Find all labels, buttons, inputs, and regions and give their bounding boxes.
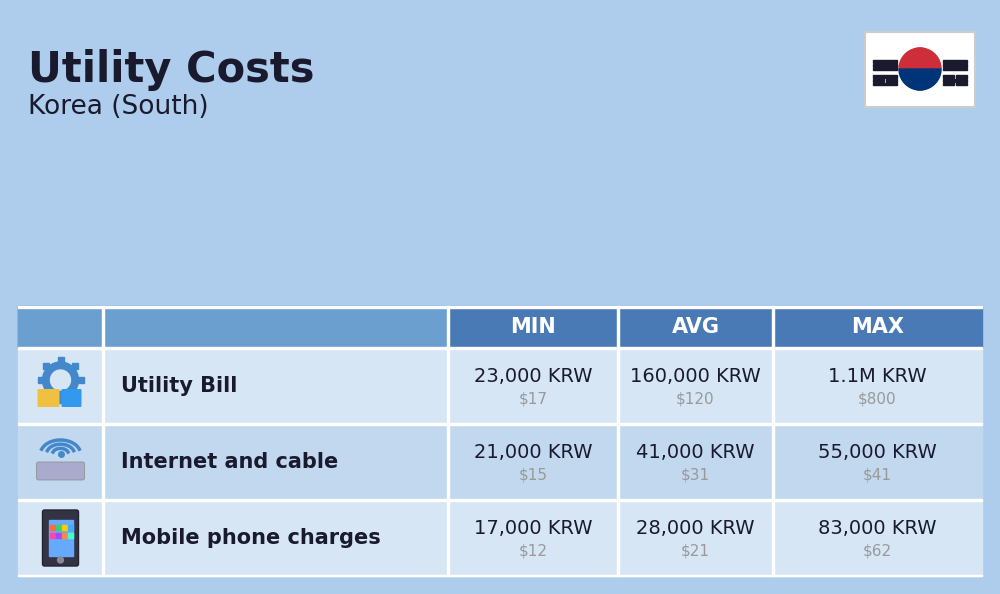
Bar — [78, 377, 84, 383]
FancyBboxPatch shape — [62, 389, 82, 407]
Bar — [48, 520, 72, 556]
Bar — [18, 424, 982, 425]
Text: 41,000 KRW: 41,000 KRW — [636, 443, 755, 462]
Bar — [873, 60, 897, 63]
Bar — [956, 75, 967, 78]
Bar — [18, 346, 982, 348]
Bar — [956, 83, 967, 85]
Bar — [18, 347, 982, 349]
Polygon shape — [910, 80, 930, 90]
Text: Internet and cable: Internet and cable — [121, 452, 338, 472]
Bar — [873, 68, 897, 70]
Bar — [447, 348, 449, 424]
Polygon shape — [910, 48, 930, 58]
Bar — [18, 306, 448, 348]
Circle shape — [42, 362, 78, 398]
Text: $21: $21 — [681, 544, 710, 558]
Bar — [56, 525, 60, 530]
Bar — [772, 424, 774, 500]
Bar — [873, 75, 897, 78]
Bar — [447, 424, 449, 500]
FancyBboxPatch shape — [38, 389, 60, 407]
Bar — [447, 500, 449, 576]
Bar — [18, 424, 982, 500]
Bar — [943, 68, 967, 70]
Text: Korea (South): Korea (South) — [28, 94, 209, 120]
Bar — [72, 391, 78, 397]
Bar — [617, 424, 619, 500]
Text: $31: $31 — [681, 467, 710, 482]
Bar — [772, 306, 774, 348]
Text: Utility Costs: Utility Costs — [28, 49, 314, 91]
Text: 55,000 KRW: 55,000 KRW — [818, 443, 937, 462]
Text: $41: $41 — [863, 467, 892, 482]
Bar — [617, 500, 619, 576]
Text: $800: $800 — [858, 391, 897, 406]
Text: Utility Bill: Utility Bill — [121, 376, 237, 396]
Bar — [18, 498, 982, 500]
Bar — [943, 60, 967, 63]
Bar — [18, 348, 982, 424]
Bar — [18, 306, 982, 348]
Bar — [38, 377, 44, 383]
Bar — [617, 306, 619, 348]
Bar — [68, 525, 72, 530]
Text: 28,000 KRW: 28,000 KRW — [636, 519, 755, 538]
Text: $62: $62 — [863, 544, 892, 558]
Bar — [447, 306, 449, 348]
Bar — [18, 500, 982, 501]
Bar — [18, 306, 982, 308]
Bar — [943, 75, 954, 78]
Bar — [102, 424, 104, 500]
Text: $120: $120 — [676, 391, 715, 406]
Bar — [68, 533, 72, 538]
Bar — [772, 348, 774, 424]
Bar — [72, 363, 78, 369]
Bar — [617, 348, 619, 424]
Text: 23,000 KRW: 23,000 KRW — [474, 366, 592, 386]
Bar — [62, 525, 66, 530]
Bar — [62, 533, 66, 538]
Bar — [18, 574, 982, 576]
Text: $15: $15 — [518, 467, 548, 482]
Bar — [50, 533, 54, 538]
Text: 21,000 KRW: 21,000 KRW — [474, 443, 592, 462]
Polygon shape — [899, 69, 941, 90]
FancyBboxPatch shape — [42, 510, 78, 566]
Bar — [18, 500, 982, 576]
Text: $17: $17 — [518, 391, 548, 406]
Bar — [943, 83, 954, 85]
Bar — [886, 79, 897, 81]
Bar — [50, 525, 54, 530]
Bar — [57, 397, 64, 403]
Text: 17,000 KRW: 17,000 KRW — [474, 519, 592, 538]
Text: 1.1M KRW: 1.1M KRW — [828, 366, 927, 386]
Bar — [873, 83, 897, 85]
Polygon shape — [899, 48, 941, 69]
Text: Mobile phone charges: Mobile phone charges — [121, 528, 381, 548]
Text: MAX: MAX — [851, 317, 904, 337]
FancyBboxPatch shape — [865, 31, 975, 106]
Circle shape — [58, 557, 64, 563]
Bar — [43, 363, 49, 369]
Bar — [943, 64, 967, 67]
FancyBboxPatch shape — [36, 462, 84, 480]
Bar — [102, 500, 104, 576]
Bar — [43, 391, 49, 397]
Text: 83,000 KRW: 83,000 KRW — [818, 519, 937, 538]
Bar — [772, 500, 774, 576]
Text: MIN: MIN — [510, 317, 556, 337]
Bar — [102, 348, 104, 424]
Bar — [58, 357, 64, 363]
Bar — [943, 79, 967, 81]
Text: $12: $12 — [518, 544, 548, 558]
Bar — [56, 533, 60, 538]
Bar — [102, 306, 104, 348]
Text: AVG: AVG — [672, 317, 720, 337]
Text: 160,000 KRW: 160,000 KRW — [630, 366, 761, 386]
Bar — [18, 422, 982, 424]
Circle shape — [50, 370, 70, 390]
Bar — [873, 64, 897, 67]
Bar — [873, 79, 884, 81]
